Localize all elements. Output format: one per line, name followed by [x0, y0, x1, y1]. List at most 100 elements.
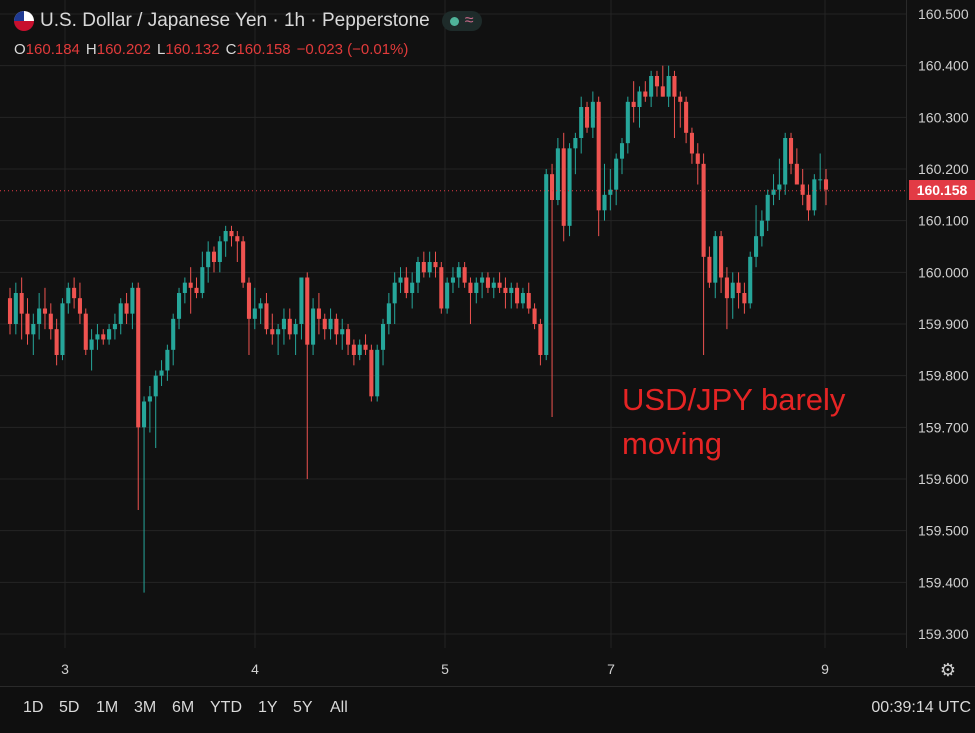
- candle-body[interactable]: [48, 313, 53, 330]
- candle-body[interactable]: [812, 179, 817, 211]
- candle-body[interactable]: [748, 256, 753, 304]
- candle-body[interactable]: [672, 76, 677, 97]
- candle-body[interactable]: [83, 313, 88, 350]
- candle-body[interactable]: [724, 277, 729, 299]
- candle-body[interactable]: [153, 375, 158, 397]
- candle-body[interactable]: [276, 329, 281, 335]
- price-chart[interactable]: 160.500 160.400 160.300 160.200 160.100 160.0…: [0, 0, 975, 686]
- candle-body[interactable]: [783, 138, 788, 185]
- candle-body[interactable]: [363, 344, 368, 350]
- candle-body[interactable]: [72, 287, 77, 299]
- candle-body[interactable]: [19, 293, 24, 314]
- candle-body[interactable]: [258, 303, 263, 309]
- candle-body[interactable]: [439, 267, 444, 309]
- candle-body[interactable]: [386, 303, 391, 324]
- candle-body[interactable]: [246, 282, 252, 319]
- candle-body[interactable]: [60, 303, 65, 355]
- candle-body[interactable]: [678, 96, 683, 102]
- candle-body[interactable]: [649, 76, 654, 97]
- candle-body[interactable]: [118, 303, 123, 324]
- candle-body[interactable]: [818, 179, 823, 181]
- candle-body[interactable]: [736, 282, 741, 293]
- settings-icon[interactable]: ⚙: [939, 660, 957, 680]
- candle-body[interactable]: [112, 324, 117, 330]
- candle-body[interactable]: [520, 293, 525, 304]
- candle-body[interactable]: [497, 282, 502, 288]
- candle-body[interactable]: [31, 324, 36, 335]
- candle-body[interactable]: [567, 148, 572, 226]
- candle-body[interactable]: [270, 329, 275, 335]
- candle-body[interactable]: [614, 158, 619, 190]
- candle-body[interactable]: [450, 277, 456, 283]
- candle-body[interactable]: [608, 189, 613, 195]
- candle-body[interactable]: [264, 303, 269, 330]
- candle-body[interactable]: [42, 308, 48, 314]
- candle-body[interactable]: [713, 236, 718, 283]
- range-ytd[interactable]: YTD: [210, 699, 242, 716]
- candle-body[interactable]: [538, 324, 543, 355]
- candle-body[interactable]: [404, 277, 409, 294]
- candle-body[interactable]: [101, 334, 106, 340]
- candle-body[interactable]: [54, 329, 59, 355]
- candle-body[interactable]: [602, 194, 607, 211]
- candle-body[interactable]: [794, 163, 799, 185]
- candle-body[interactable]: [124, 303, 129, 314]
- range-5d[interactable]: 5D: [59, 699, 80, 716]
- candle-body[interactable]: [684, 101, 689, 133]
- candle-body[interactable]: [619, 143, 625, 159]
- candle-body[interactable]: [165, 349, 170, 371]
- candle-body[interactable]: [346, 329, 351, 345]
- candle-body[interactable]: [689, 132, 694, 154]
- candle-body[interactable]: [777, 184, 782, 190]
- candle-body[interactable]: [800, 184, 805, 195]
- candle-body[interactable]: [532, 308, 537, 325]
- candle-body[interactable]: [415, 262, 421, 283]
- candle-body[interactable]: [433, 262, 438, 268]
- candle-body[interactable]: [421, 262, 426, 273]
- candle-body[interactable]: [142, 401, 147, 428]
- range-all[interactable]: All: [330, 699, 348, 716]
- candle-body[interactable]: [462, 267, 467, 283]
- candle-body[interactable]: [229, 231, 234, 237]
- candle-body[interactable]: [392, 282, 397, 304]
- candle-body[interactable]: [136, 287, 141, 428]
- candle-body[interactable]: [590, 101, 595, 128]
- candle-body[interactable]: [625, 101, 630, 144]
- candle-body[interactable]: [579, 107, 584, 138]
- candle-body[interactable]: [584, 107, 590, 128]
- candle-body[interactable]: [596, 101, 601, 211]
- candle-body[interactable]: [159, 370, 164, 376]
- candle-body[interactable]: [217, 241, 222, 262]
- candle-body[interactable]: [311, 308, 316, 345]
- candle-body[interactable]: [701, 163, 706, 257]
- candle-body[interactable]: [281, 318, 286, 330]
- candle-body[interactable]: [771, 189, 776, 195]
- candle-body[interactable]: [13, 293, 18, 324]
- candle-body[interactable]: [456, 267, 461, 278]
- symbol-title[interactable]: U.S. Dollar / Japanese Yen · 1h · Pepper…: [40, 10, 430, 31]
- candle-body[interactable]: [95, 334, 100, 340]
- candle-body[interactable]: [25, 313, 30, 335]
- status-pill[interactable]: ≈: [441, 11, 482, 31]
- candle-body[interactable]: [357, 344, 362, 355]
- range-1y[interactable]: 1Y: [258, 699, 278, 716]
- candle-body[interactable]: [322, 318, 327, 330]
- candle-body[interactable]: [200, 267, 205, 293]
- candle-body[interactable]: [410, 282, 415, 293]
- candle-body[interactable]: [666, 76, 671, 97]
- candle-body[interactable]: [235, 236, 240, 242]
- candle-body[interactable]: [211, 251, 217, 262]
- candle-body[interactable]: [719, 236, 724, 278]
- candle-body[interactable]: [316, 308, 321, 319]
- candle-body[interactable]: [660, 86, 665, 97]
- candle-body[interactable]: [561, 148, 566, 226]
- candle-body[interactable]: [223, 231, 228, 242]
- candle-body[interactable]: [573, 138, 578, 149]
- candle-body[interactable]: [305, 277, 310, 345]
- candle-body[interactable]: [707, 256, 712, 283]
- candle-body[interactable]: [654, 76, 660, 87]
- candle-body[interactable]: [550, 174, 555, 200]
- candle-body[interactable]: [468, 282, 473, 293]
- candle-body[interactable]: [328, 318, 333, 330]
- candle-body[interactable]: [544, 174, 549, 355]
